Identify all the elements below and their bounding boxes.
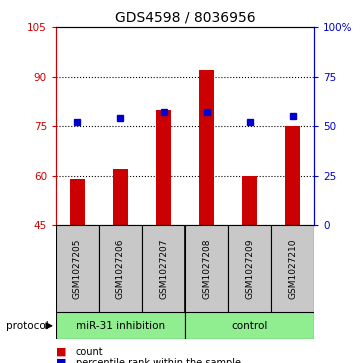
Bar [56,225,99,312]
Bar [113,169,128,225]
Bar [242,176,257,225]
Title: GDS4598 / 8036956: GDS4598 / 8036956 [115,11,255,25]
Text: GSM1027206: GSM1027206 [116,238,125,299]
Text: GSM1027208: GSM1027208 [202,238,211,299]
Bar [185,312,314,339]
Bar [142,225,185,312]
Text: count: count [76,347,104,357]
Bar [228,225,271,312]
Text: percentile rank within the sample: percentile rank within the sample [76,358,241,363]
Text: ■: ■ [56,358,66,363]
Bar [156,110,171,225]
Text: GSM1027209: GSM1027209 [245,238,254,299]
Bar [56,312,185,339]
Bar [199,70,214,225]
Bar [271,225,314,312]
Text: GSM1027210: GSM1027210 [288,238,297,299]
Bar [99,225,142,312]
Text: miR-31 inhibition: miR-31 inhibition [76,321,165,331]
Text: ■: ■ [56,347,66,357]
Text: protocol: protocol [6,321,49,331]
Text: GSM1027205: GSM1027205 [73,238,82,299]
Bar [70,179,85,225]
Bar [285,126,300,225]
Text: GSM1027207: GSM1027207 [159,238,168,299]
Text: control: control [231,321,268,331]
Bar [185,225,228,312]
